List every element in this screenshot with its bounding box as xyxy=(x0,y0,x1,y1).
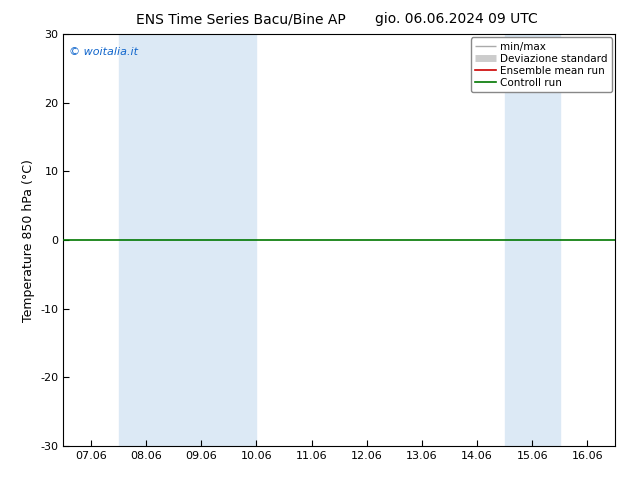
Bar xyxy=(505,34,560,446)
Text: gio. 06.06.2024 09 UTC: gio. 06.06.2024 09 UTC xyxy=(375,12,538,26)
Legend: min/max, Deviazione standard, Ensemble mean run, Controll run: min/max, Deviazione standard, Ensemble m… xyxy=(471,37,612,92)
Y-axis label: Temperature 850 hPa (°C): Temperature 850 hPa (°C) xyxy=(22,159,35,321)
Text: ENS Time Series Bacu/Bine AP: ENS Time Series Bacu/Bine AP xyxy=(136,12,346,26)
Bar xyxy=(119,34,256,446)
Text: © woitalia.it: © woitalia.it xyxy=(69,47,138,57)
